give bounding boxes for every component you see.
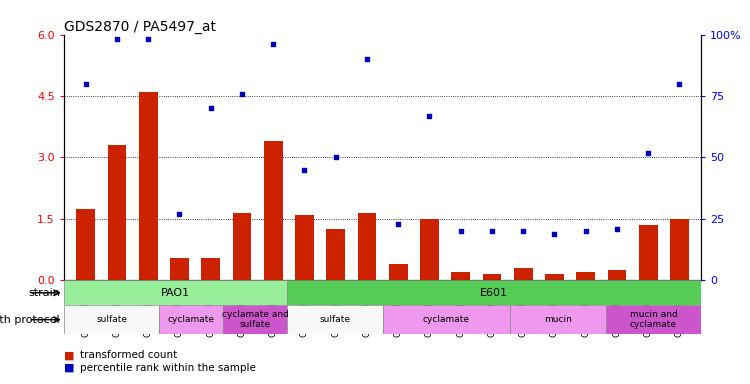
Bar xyxy=(514,268,532,280)
Text: PAO1: PAO1 xyxy=(160,288,190,298)
Bar xyxy=(64,305,159,334)
Text: E601: E601 xyxy=(480,288,508,298)
Point xyxy=(486,228,498,234)
Bar xyxy=(107,145,126,280)
Point xyxy=(361,56,373,62)
Bar xyxy=(64,280,286,305)
Point xyxy=(392,221,404,227)
Text: mucin: mucin xyxy=(544,315,572,324)
Bar xyxy=(452,272,470,280)
Bar xyxy=(326,229,345,280)
Bar xyxy=(201,258,220,280)
Bar xyxy=(606,305,701,334)
Bar xyxy=(670,219,688,280)
Bar xyxy=(358,213,376,280)
Bar xyxy=(286,305,382,334)
Text: percentile rank within the sample: percentile rank within the sample xyxy=(80,363,256,373)
Point xyxy=(111,36,123,43)
Point xyxy=(454,228,466,234)
Bar xyxy=(639,225,658,280)
Text: cyclamate: cyclamate xyxy=(168,315,214,324)
Bar xyxy=(264,141,283,280)
Text: ■: ■ xyxy=(64,350,74,360)
Text: cyclamate and
sulfate: cyclamate and sulfate xyxy=(221,310,289,329)
Bar xyxy=(608,270,626,280)
Point xyxy=(267,41,279,48)
Point xyxy=(80,81,92,87)
Bar xyxy=(382,305,510,334)
Point xyxy=(298,167,310,173)
Bar xyxy=(232,213,251,280)
Text: sulfate: sulfate xyxy=(320,315,350,324)
Point xyxy=(518,228,530,234)
Text: strain: strain xyxy=(28,288,60,298)
Bar xyxy=(545,274,564,280)
Point xyxy=(548,230,560,237)
Bar xyxy=(420,219,439,280)
Text: ■: ■ xyxy=(64,363,74,373)
Bar xyxy=(576,272,595,280)
Point xyxy=(580,228,592,234)
Point xyxy=(173,211,185,217)
Point xyxy=(611,226,623,232)
Point xyxy=(142,36,154,43)
Text: sulfate: sulfate xyxy=(96,315,127,324)
Bar xyxy=(286,280,701,305)
Bar xyxy=(170,258,189,280)
Bar xyxy=(388,264,407,280)
Text: transformed count: transformed count xyxy=(80,350,178,360)
Bar xyxy=(224,305,286,334)
Point xyxy=(642,149,654,156)
Text: cyclamate: cyclamate xyxy=(423,315,470,324)
Text: growth protocol: growth protocol xyxy=(0,314,60,325)
Bar xyxy=(139,92,158,280)
Point xyxy=(236,91,248,97)
Text: GDS2870 / PA5497_at: GDS2870 / PA5497_at xyxy=(64,20,216,33)
Point xyxy=(330,154,342,161)
Bar xyxy=(76,209,95,280)
Point xyxy=(674,81,686,87)
Bar xyxy=(295,215,314,280)
Point xyxy=(205,105,217,111)
Bar xyxy=(159,305,224,334)
Bar xyxy=(482,274,501,280)
Point xyxy=(423,113,435,119)
Bar xyxy=(510,305,606,334)
Text: mucin and
cyclamate: mucin and cyclamate xyxy=(629,310,677,329)
